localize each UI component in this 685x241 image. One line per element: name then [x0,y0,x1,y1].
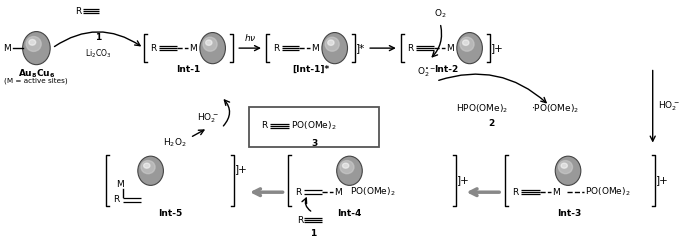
Text: $\cdot$PO(OMe)$_2$: $\cdot$PO(OMe)$_2$ [531,102,579,115]
Text: PO(OMe)$_2$: PO(OMe)$_2$ [585,186,630,198]
Ellipse shape [144,163,150,168]
Text: ]+: ]+ [491,43,504,53]
FancyBboxPatch shape [249,107,379,147]
Text: 1: 1 [95,33,101,42]
Text: ]+: ]+ [235,164,248,174]
Ellipse shape [337,156,362,185]
Ellipse shape [200,33,225,64]
Text: [Int-1]*: [Int-1]* [292,65,329,74]
Text: (M = active sites): (M = active sites) [4,77,68,84]
Text: 3: 3 [311,139,317,148]
Text: R: R [297,216,303,225]
Text: Int-2: Int-2 [434,65,458,74]
Ellipse shape [206,40,212,45]
Text: R: R [151,44,157,53]
Ellipse shape [327,40,334,45]
Text: Int-3: Int-3 [557,209,581,218]
Text: R: R [113,195,119,204]
Text: $\mathbf{Au_8Cu_6}$: $\mathbf{Au_8Cu_6}$ [18,67,55,80]
Ellipse shape [462,40,469,45]
Ellipse shape [23,32,50,65]
Ellipse shape [561,163,567,168]
Text: H$_2$O$_2$: H$_2$O$_2$ [164,136,187,149]
Ellipse shape [340,161,354,174]
Text: M: M [311,44,319,53]
Text: ]+: ]+ [656,175,669,186]
Ellipse shape [322,33,347,64]
Text: M: M [446,44,453,53]
Ellipse shape [325,37,339,51]
Ellipse shape [141,161,155,174]
Text: HO$_2^-$: HO$_2^-$ [197,111,219,125]
Ellipse shape [203,37,217,51]
Text: M: M [3,44,11,53]
Text: M: M [189,44,197,53]
Text: R: R [273,44,279,53]
Ellipse shape [29,40,36,45]
Text: Int-5: Int-5 [158,209,182,218]
Text: ]+: ]+ [457,175,469,186]
Text: M: M [334,188,342,197]
Text: ]*: ]* [356,43,366,53]
Text: Int-1: Int-1 [176,65,200,74]
Text: R: R [512,188,518,197]
Text: $h\nu$: $h\nu$ [244,32,256,43]
Text: Li$_2$CO$_3$: Li$_2$CO$_3$ [85,47,112,60]
Text: M: M [552,188,560,197]
Text: O$_2^{\bullet-}$: O$_2^{\bullet-}$ [416,66,436,79]
Ellipse shape [26,37,41,51]
Text: HPO(OMe)$_2$: HPO(OMe)$_2$ [456,102,508,115]
Text: Int-4: Int-4 [337,209,362,218]
Ellipse shape [558,161,573,174]
Text: M: M [116,180,124,189]
Text: 1: 1 [310,229,316,238]
Text: R: R [261,121,267,130]
Text: 2: 2 [488,119,495,128]
Ellipse shape [457,33,482,64]
Text: R: R [295,188,301,197]
Text: O$_2$: O$_2$ [434,8,447,20]
Ellipse shape [342,163,349,168]
Text: R: R [408,44,414,53]
Text: R: R [75,7,82,16]
Text: PO(OMe)$_2$: PO(OMe)$_2$ [351,186,396,198]
Ellipse shape [556,156,581,185]
Ellipse shape [460,37,474,51]
Text: PO(OMe)$_2$: PO(OMe)$_2$ [291,120,337,132]
Text: HO$_2^-$: HO$_2^-$ [658,100,680,113]
Ellipse shape [138,156,164,185]
